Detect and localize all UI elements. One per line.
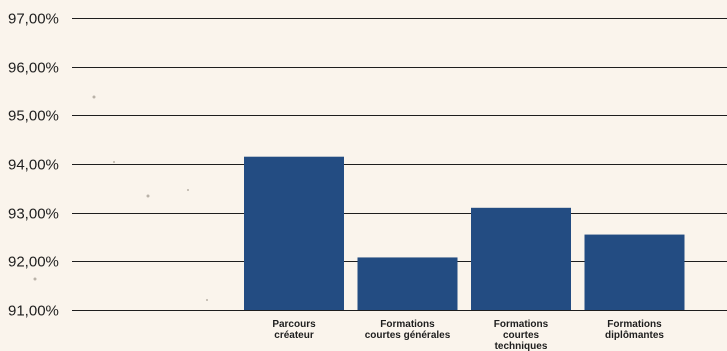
- bar: [357, 257, 458, 310]
- x-category-label: Formations courtes générales: [365, 319, 451, 341]
- x-category-label: Formations courtes techniques: [494, 319, 549, 351]
- y-tick-label: 92,00%: [8, 254, 59, 271]
- y-gridlines: [72, 18, 727, 311]
- x-category-label: Parcours créateur: [272, 319, 316, 341]
- y-tick-label: 95,00%: [8, 108, 59, 125]
- bars: [244, 156, 685, 310]
- x-category-label-line: Formations: [494, 319, 549, 330]
- y-tick-labels: 91,00% 92,00% 93,00% 94,00% 95,00% 96,00% 97,0…: [8, 11, 59, 320]
- x-category-label-line: diplômantes: [605, 330, 664, 341]
- bar: [471, 207, 571, 310]
- x-category-label-line: techniques: [495, 341, 548, 351]
- x-category-label-line: créateur: [274, 330, 314, 341]
- background-specks: [33, 95, 208, 301]
- bar: [584, 234, 685, 310]
- y-tick-label: 91,00%: [8, 303, 59, 320]
- x-category-label-line: Parcours: [272, 319, 316, 330]
- x-category-label: Formations diplômantes: [605, 319, 664, 341]
- y-tick-label: 96,00%: [8, 60, 59, 77]
- y-tick-label: 93,00%: [8, 206, 59, 223]
- x-category-label-line: courtes générales: [365, 330, 451, 341]
- y-tick-label: 97,00%: [8, 11, 59, 28]
- y-tick-label: 94,00%: [8, 157, 59, 174]
- bar: [244, 156, 344, 310]
- x-category-label-line: Formations: [607, 319, 662, 330]
- x-category-label-line: courtes: [503, 330, 540, 341]
- x-category-label-line: Formations: [380, 319, 435, 330]
